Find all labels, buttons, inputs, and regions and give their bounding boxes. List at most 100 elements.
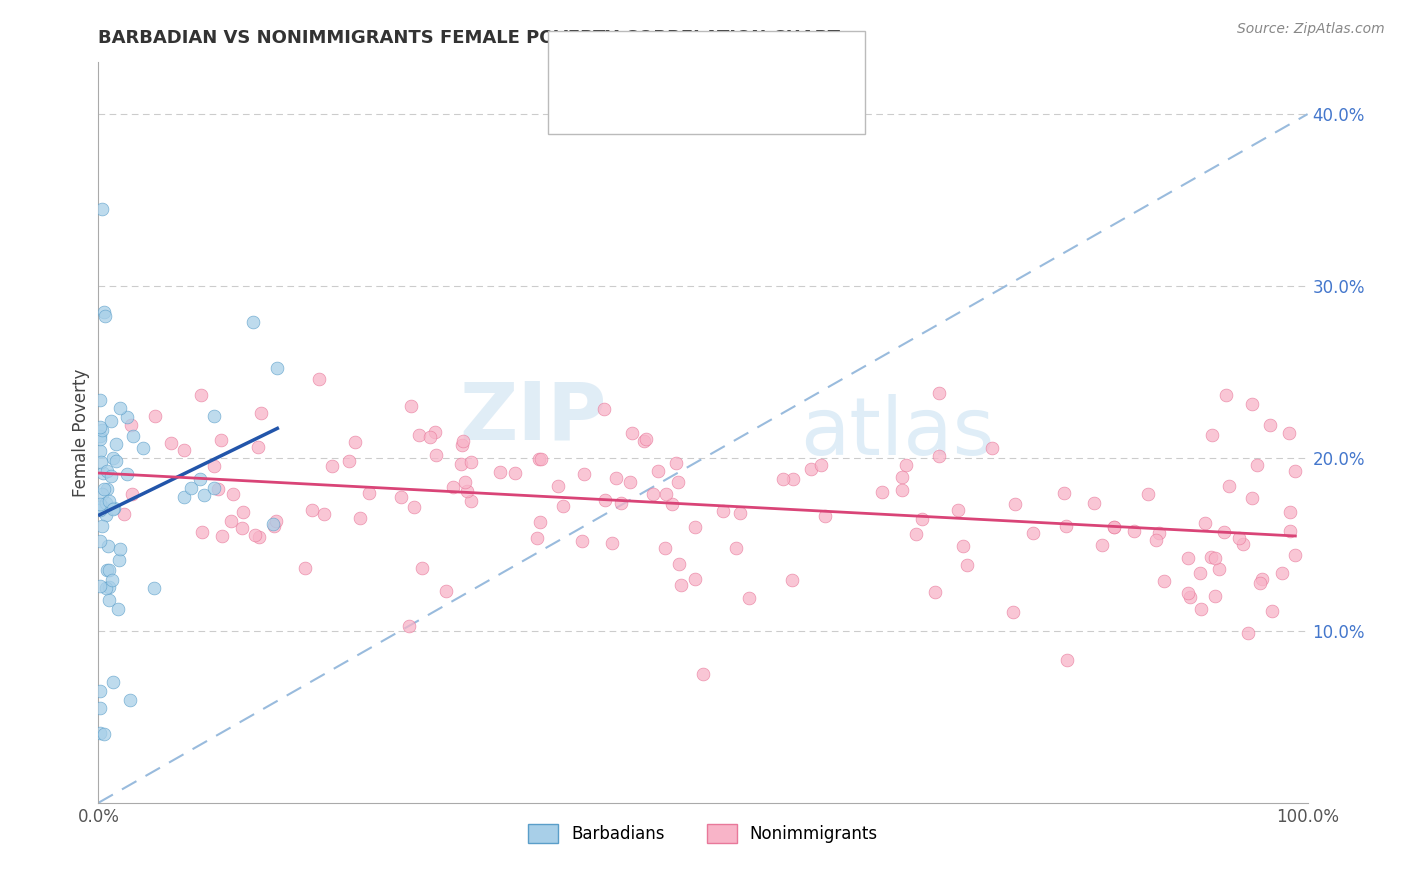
Point: [593, 493, 616, 508]
Point: [530, 452, 553, 467]
Point: [190, 388, 212, 402]
Point: [173, 490, 195, 504]
Text: ZIP: ZIP: [458, 379, 606, 457]
Point: [93, 727, 115, 741]
Point: [89, 429, 111, 443]
Text: N =: N =: [710, 94, 740, 108]
Point: [1021, 525, 1043, 540]
Point: [1246, 458, 1268, 472]
Point: [1215, 388, 1237, 402]
Point: [593, 402, 616, 417]
Point: [894, 458, 917, 472]
Point: [911, 512, 934, 526]
Point: [232, 505, 254, 519]
Point: [1102, 520, 1125, 534]
Point: [1278, 425, 1301, 440]
Point: [308, 372, 330, 386]
Point: [641, 486, 664, 500]
Point: [1284, 464, 1306, 478]
Point: [1091, 538, 1114, 552]
Legend: Barbadians, Nonimmigrants: Barbadians, Nonimmigrants: [522, 817, 884, 850]
Point: [96, 482, 118, 496]
Point: [104, 436, 127, 450]
Text: 63: 63: [749, 52, 772, 70]
Point: [359, 486, 381, 500]
Point: [202, 458, 225, 473]
Point: [434, 584, 457, 599]
Point: [399, 399, 422, 413]
Point: [665, 456, 688, 470]
Point: [505, 466, 527, 480]
Point: [956, 558, 979, 573]
Point: [245, 528, 267, 542]
Point: [202, 409, 225, 423]
Point: [1144, 533, 1167, 548]
Point: [93, 305, 115, 319]
Point: [89, 579, 111, 593]
Point: [231, 520, 253, 534]
Point: [602, 535, 624, 549]
Point: [108, 401, 131, 416]
Point: [97, 539, 120, 553]
Point: [188, 472, 211, 486]
Point: [526, 531, 548, 545]
Point: [1002, 605, 1025, 619]
Point: [263, 519, 285, 533]
Point: [1056, 653, 1078, 667]
Point: [321, 459, 343, 474]
Point: [207, 482, 229, 496]
Point: [419, 430, 441, 444]
Text: 0.053: 0.053: [651, 52, 703, 70]
Point: [460, 494, 482, 508]
Point: [105, 454, 128, 468]
Point: [634, 433, 657, 447]
Point: [90, 519, 112, 533]
Point: [454, 475, 477, 489]
Point: [946, 502, 969, 516]
Point: [451, 437, 474, 451]
Point: [1249, 576, 1271, 591]
Point: [456, 484, 478, 499]
Point: [89, 503, 111, 517]
Point: [1189, 602, 1212, 616]
Point: [314, 507, 336, 521]
Point: [782, 573, 804, 587]
Point: [89, 701, 111, 715]
Point: [103, 501, 125, 516]
Point: [711, 503, 734, 517]
Point: [264, 514, 287, 528]
Point: [661, 497, 683, 511]
Point: [115, 409, 138, 424]
Point: [219, 514, 242, 528]
Point: [619, 475, 641, 489]
Point: [572, 467, 595, 481]
Point: [398, 619, 420, 633]
Point: [402, 500, 425, 514]
Point: [202, 481, 225, 495]
Point: [1250, 572, 1272, 586]
Point: [1137, 487, 1160, 501]
Point: [1278, 524, 1301, 538]
Text: BARBADIAN VS NONIMMIGRANTS FEMALE POVERTY CORRELATION CHART: BARBADIAN VS NONIMMIGRANTS FEMALE POVERT…: [98, 29, 841, 47]
Point: [1194, 516, 1216, 531]
Point: [1241, 397, 1264, 411]
Point: [905, 527, 928, 541]
Point: [980, 441, 1002, 455]
Point: [96, 581, 118, 595]
Point: [529, 515, 551, 529]
Point: [337, 454, 360, 468]
Point: [547, 479, 569, 493]
Point: [724, 541, 747, 555]
Point: [1279, 505, 1302, 519]
Point: [91, 500, 114, 515]
Point: [810, 458, 832, 473]
Text: 148: 148: [749, 92, 785, 110]
Point: [222, 486, 245, 500]
Point: [121, 487, 143, 501]
Point: [685, 572, 707, 586]
Point: [132, 441, 155, 455]
Point: [89, 392, 111, 407]
Point: [191, 525, 214, 540]
Point: [107, 602, 129, 616]
Point: [654, 541, 676, 555]
